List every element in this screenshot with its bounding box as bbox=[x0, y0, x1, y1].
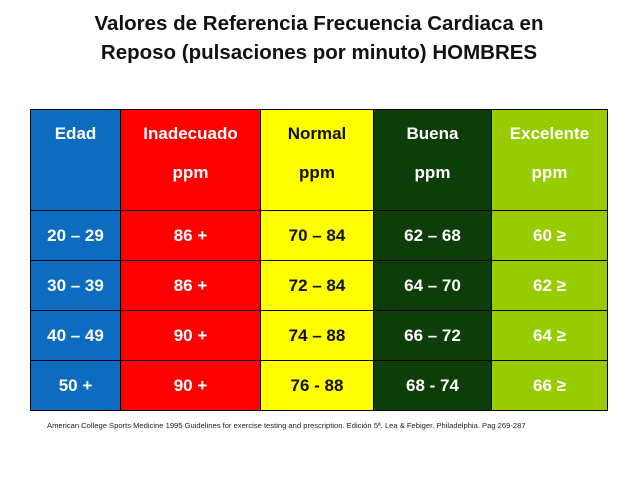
cell-edad: 30 – 39 bbox=[30, 260, 121, 311]
cell-excelente: 64 ≥ bbox=[491, 310, 608, 361]
footnote-citation: American College Sports Medicine 1995 Gu… bbox=[47, 421, 526, 430]
header-edad-label: Edad bbox=[54, 124, 97, 143]
cell-excelente: 60 ≥ bbox=[491, 210, 608, 261]
page-title: Valores de Referencia Frecuencia Cardiac… bbox=[0, 9, 638, 67]
header-buena: Buena ppm bbox=[373, 109, 492, 211]
cell-buena: 66 – 72 bbox=[373, 310, 492, 361]
cell-edad: 50 + bbox=[30, 360, 121, 411]
table-row: 30 – 39 86 + 72 – 84 64 – 70 62 ≥ bbox=[30, 260, 608, 311]
cell-inadecuado: 90 + bbox=[120, 310, 261, 361]
header-buena-unit: ppm bbox=[414, 163, 451, 182]
header-inadecuado: Inadecuado ppm bbox=[120, 109, 261, 211]
cell-inadecuado: 86 + bbox=[120, 260, 261, 311]
table-row: 20 – 29 86 + 70 – 84 62 – 68 60 ≥ bbox=[30, 210, 608, 261]
header-edad: Edad bbox=[30, 109, 121, 211]
table-header-row: Edad Inadecuado ppm Normal ppm Buena ppm… bbox=[30, 109, 608, 211]
table-row: 40 – 49 90 + 74 – 88 66 – 72 64 ≥ bbox=[30, 310, 608, 361]
cell-excelente: 62 ≥ bbox=[491, 260, 608, 311]
header-inadecuado-unit: ppm bbox=[172, 163, 209, 182]
title-line-2: Reposo (pulsaciones por minuto) HOMBRES bbox=[100, 41, 538, 64]
cell-normal: 76 - 88 bbox=[260, 360, 374, 411]
cell-edad: 40 – 49 bbox=[30, 310, 121, 361]
cell-inadecuado: 90 + bbox=[120, 360, 261, 411]
header-buena-label: Buena bbox=[406, 124, 459, 143]
cell-normal: 72 – 84 bbox=[260, 260, 374, 311]
cell-buena: 68 - 74 bbox=[373, 360, 492, 411]
cell-normal: 70 – 84 bbox=[260, 210, 374, 261]
heart-rate-table: Edad Inadecuado ppm Normal ppm Buena ppm… bbox=[30, 109, 608, 411]
cell-excelente: 66 ≥ bbox=[491, 360, 608, 411]
header-excelente: Excelente ppm bbox=[491, 109, 608, 211]
cell-buena: 64 – 70 bbox=[373, 260, 492, 311]
header-excelente-label: Excelente bbox=[509, 124, 590, 143]
cell-edad: 20 – 29 bbox=[30, 210, 121, 261]
title-line-1: Valores de Referencia Frecuencia Cardiac… bbox=[94, 12, 544, 35]
header-normal-unit: ppm bbox=[299, 163, 335, 182]
table-row: 50 + 90 + 76 - 88 68 - 74 66 ≥ bbox=[30, 360, 608, 411]
header-normal-label: Normal bbox=[287, 124, 347, 143]
header-excelente-unit: ppm bbox=[531, 163, 568, 182]
header-normal: Normal ppm bbox=[260, 109, 374, 211]
cell-buena: 62 – 68 bbox=[373, 210, 492, 261]
cell-normal: 74 – 88 bbox=[260, 310, 374, 361]
cell-inadecuado: 86 + bbox=[120, 210, 261, 261]
header-inadecuado-label: Inadecuado bbox=[143, 124, 238, 143]
